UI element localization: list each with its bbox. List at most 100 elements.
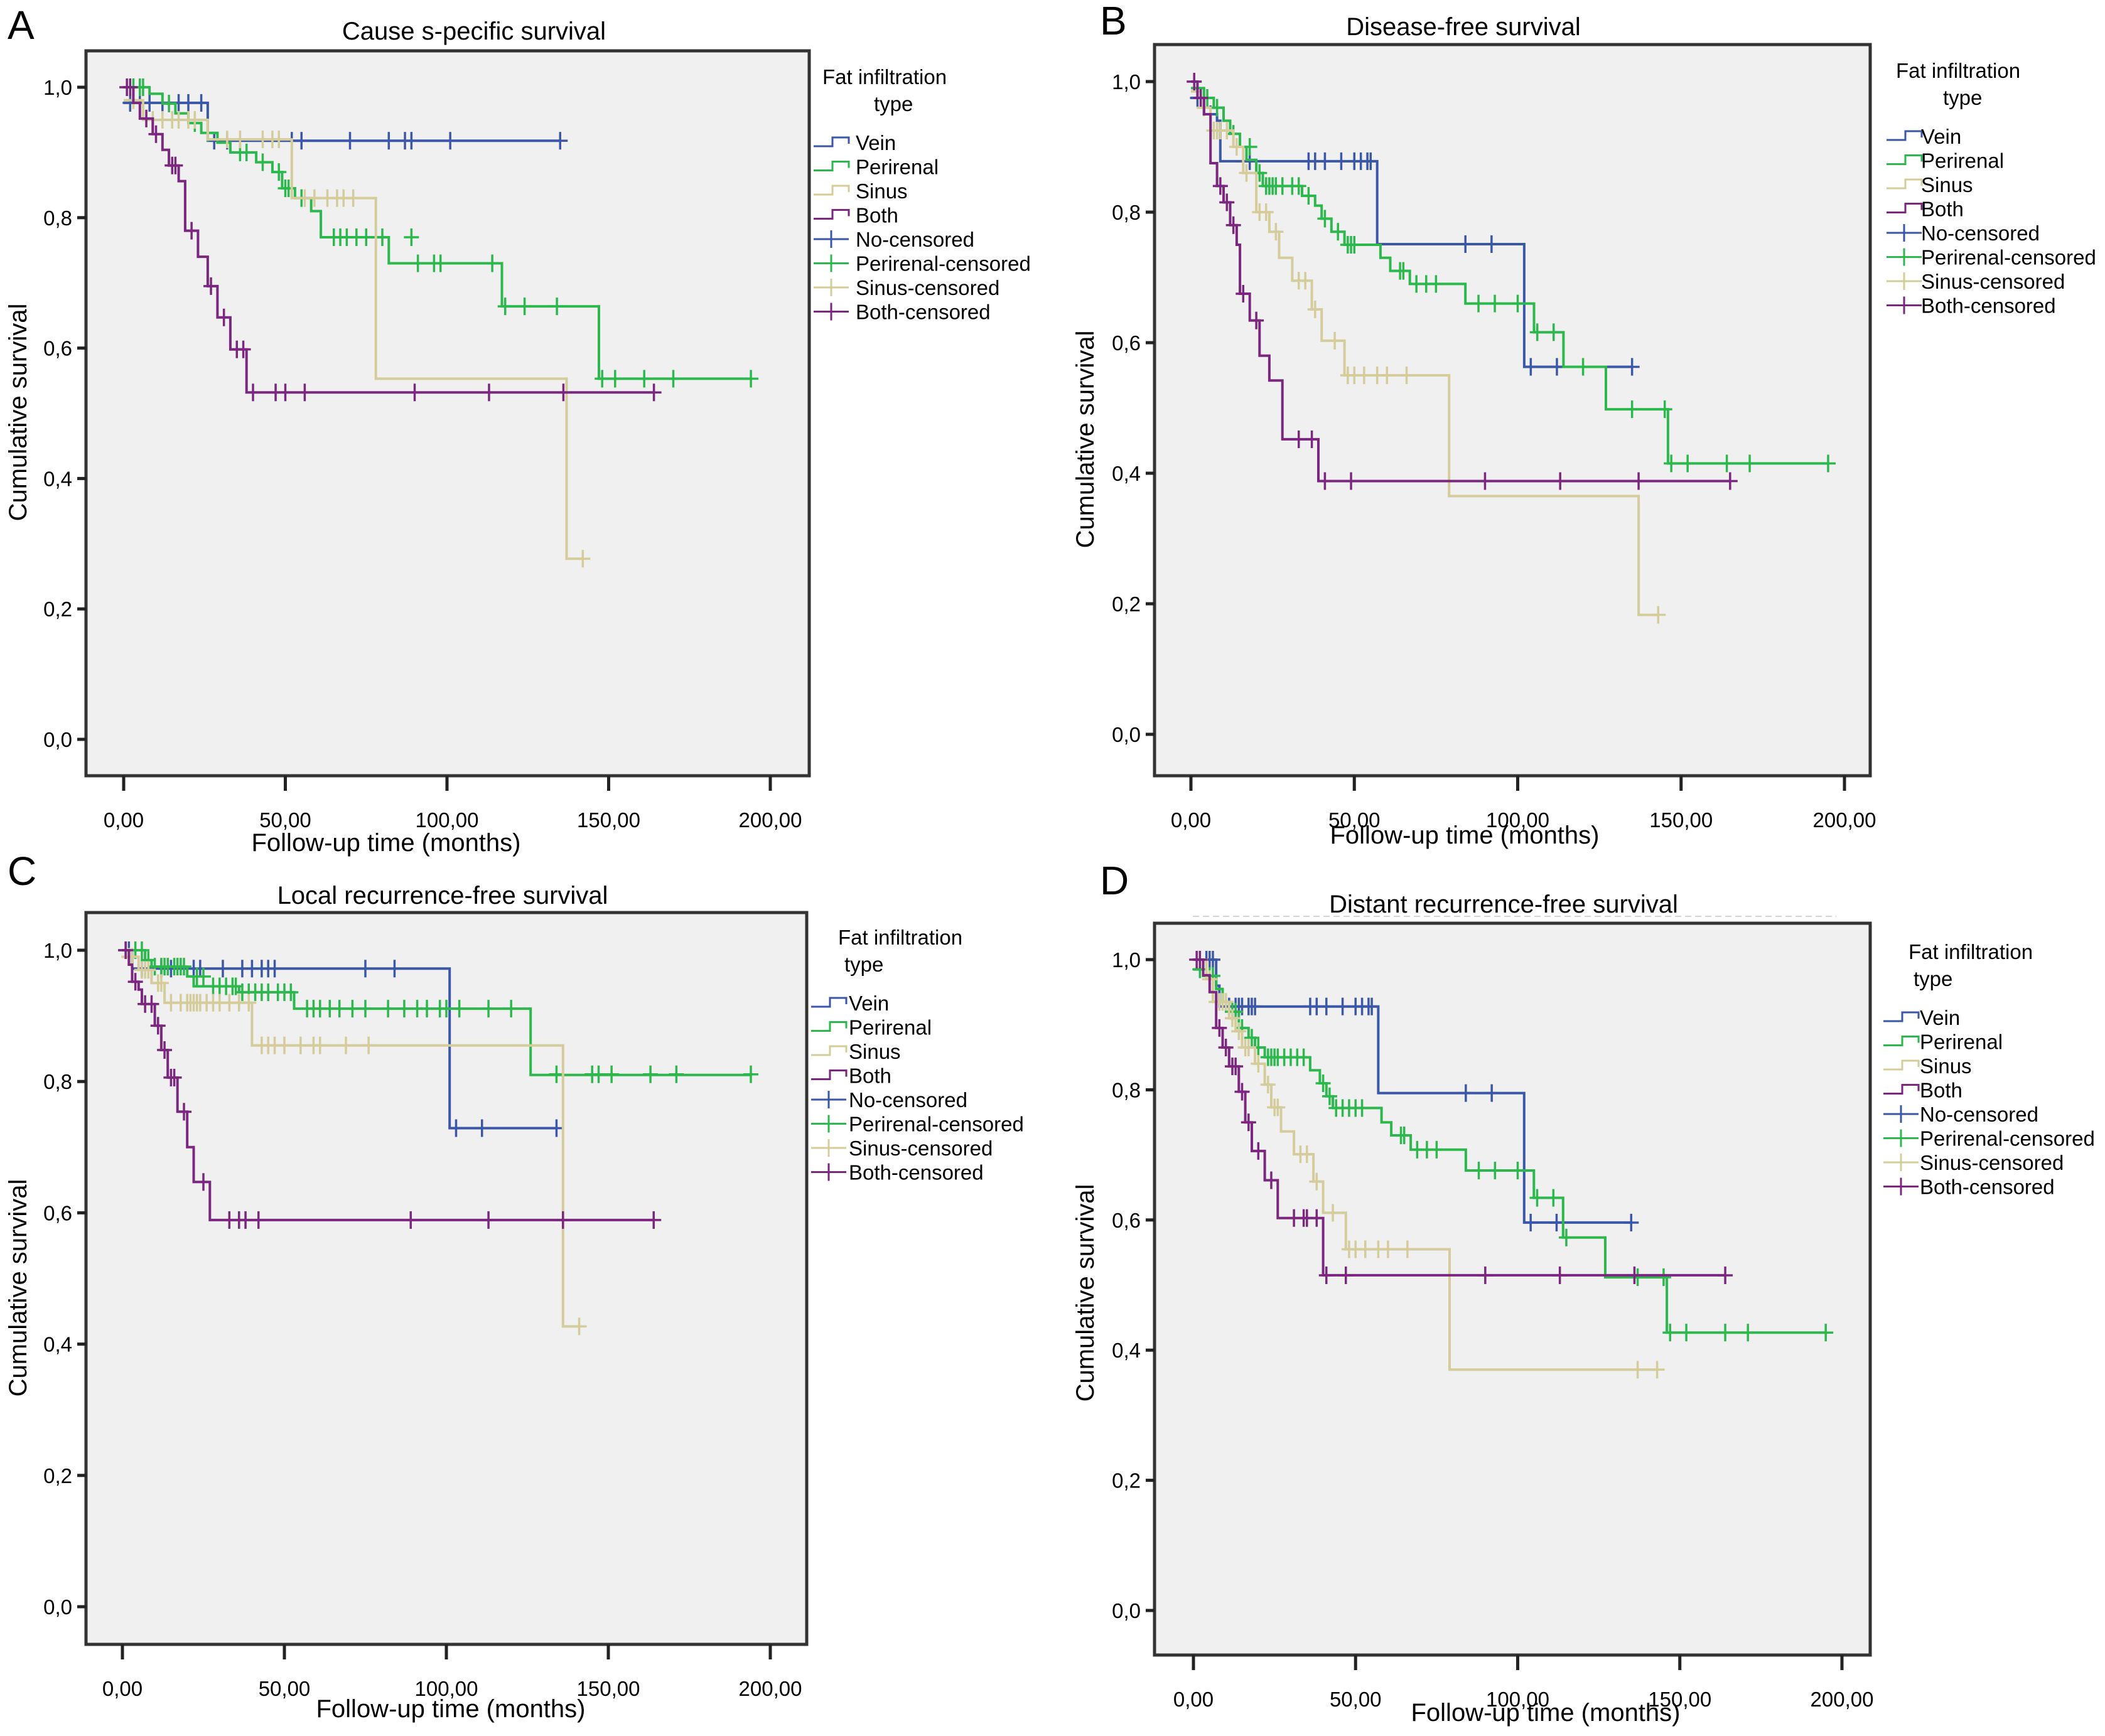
legend-label: Vein bbox=[1920, 1006, 1960, 1029]
x-tick-label: 50,00 bbox=[1328, 808, 1381, 832]
y-tick-label: 0,2 bbox=[1112, 1469, 1141, 1492]
legend-label: Perirenal-censored bbox=[1921, 246, 2096, 269]
y-tick-label: 0,6 bbox=[43, 337, 72, 360]
panel-d: D Distant recurrence-free survival 0,00,… bbox=[1072, 858, 2095, 1727]
legend-title-2: type bbox=[1943, 86, 1982, 109]
legend: Fat infiltrationtypeVeinPerirenalSinusBo… bbox=[1883, 940, 2095, 1199]
legend-title-2: type bbox=[1914, 967, 1952, 990]
axis-ticks: 0,0 0,2 0,4 0,6 0,8 1,0 0,00 50,00 100,00 150,00 2… bbox=[1112, 70, 1876, 832]
legend-title-2: type bbox=[844, 953, 883, 976]
legend-title: Fat infiltration bbox=[1896, 59, 2020, 82]
legend-item: Sinus bbox=[1883, 1054, 1972, 1078]
y-tick-label: 0,8 bbox=[1112, 201, 1141, 224]
legend-item: Both-censored bbox=[814, 301, 991, 324]
legend-item: No-censored bbox=[814, 228, 974, 251]
x-tick-label: 100,00 bbox=[1486, 1688, 1549, 1711]
axis-ticks: 0,0 0,2 0,4 0,6 0,8 1,0 0,00 50,00 100,00 150,00 2… bbox=[1112, 948, 1873, 1711]
legend: Fat infiltrationtypeVeinPerirenalSinusBo… bbox=[811, 926, 1024, 1184]
y-axis-label: Cumulative survival bbox=[4, 304, 32, 522]
legend-item: Both bbox=[811, 1064, 891, 1088]
legend-item: Sinus bbox=[1887, 173, 1973, 196]
legend-step-icon bbox=[1887, 203, 1923, 213]
y-tick-label: 1,0 bbox=[1112, 948, 1141, 972]
legend-label: Both bbox=[856, 204, 898, 227]
panel-b: B Disease-free survival 0,0 0,2 0,4 0,6 0,8 1… bbox=[1072, 0, 2096, 849]
legend-label: Vein bbox=[856, 131, 896, 154]
legend-item: Sinus-censored bbox=[1883, 1151, 2064, 1174]
x-axis-label: Follow-up time (months) bbox=[251, 829, 520, 857]
legend-item: Vein bbox=[1887, 125, 1961, 148]
legend-label: Both-censored bbox=[1921, 294, 2056, 318]
x-tick-label: 150,00 bbox=[577, 1677, 640, 1700]
legend-label: Vein bbox=[1921, 125, 1961, 148]
y-tick-label: 0,8 bbox=[43, 206, 72, 230]
legend-step-icon bbox=[814, 209, 850, 220]
legend-step-icon bbox=[814, 185, 850, 196]
legend-item: Both-censored bbox=[811, 1161, 984, 1184]
plot-area bbox=[84, 911, 809, 1646]
plot-area bbox=[1153, 921, 1872, 1657]
survival-curve bbox=[1193, 958, 1632, 1224]
legend-label: Sinus-censored bbox=[849, 1137, 993, 1160]
legend-label: Sinus-censored bbox=[856, 276, 999, 299]
panel-title: Cause s-pecific survival bbox=[342, 18, 606, 45]
x-tick-label: 0,00 bbox=[1173, 1688, 1214, 1711]
legend-step-icon bbox=[811, 1069, 848, 1080]
x-tick-label: 0,00 bbox=[102, 1677, 143, 1700]
legend-step-icon bbox=[1883, 1036, 1920, 1046]
x-tick-label: 100,00 bbox=[415, 1677, 478, 1700]
legend-item: No-censored bbox=[1883, 1103, 2038, 1126]
series-sinus bbox=[121, 948, 587, 1336]
x-tick-label: 50,00 bbox=[1330, 1688, 1382, 1711]
y-tick-label: 0,4 bbox=[1112, 1339, 1141, 1362]
legend-label: No-censored bbox=[849, 1088, 967, 1112]
y-tick-label: 0,4 bbox=[1112, 462, 1141, 485]
series-both bbox=[119, 78, 662, 402]
x-axis-label: Follow-up time (months) bbox=[1411, 1699, 1680, 1727]
legend-step-icon bbox=[814, 136, 850, 147]
legend-label: Perirenal bbox=[849, 1016, 932, 1039]
legend-item: No-censored bbox=[1887, 222, 2040, 245]
y-tick-label: 0,6 bbox=[1112, 331, 1141, 355]
y-tick-label: 1,0 bbox=[43, 76, 72, 99]
legend-label: Sinus bbox=[856, 179, 908, 203]
x-tick-label: 50,00 bbox=[259, 1677, 311, 1700]
legend-label: Both bbox=[1920, 1079, 1962, 1102]
legend-label: Both bbox=[1921, 198, 1964, 221]
legend-item: Perirenal-censored bbox=[1883, 1127, 2095, 1150]
legend-label: Perirenal-censored bbox=[856, 252, 1031, 276]
legend-label: Perirenal-censored bbox=[849, 1113, 1024, 1136]
y-tick-label: 0,6 bbox=[1112, 1209, 1141, 1232]
legend-item: Vein bbox=[811, 992, 889, 1015]
legend-item: Perirenal-censored bbox=[811, 1113, 1024, 1136]
survival-curve bbox=[1193, 958, 1726, 1277]
legend-title: Fat infiltration bbox=[838, 926, 962, 949]
x-tick-label: 200,00 bbox=[739, 1677, 802, 1700]
legend-label: Both bbox=[849, 1064, 891, 1088]
x-tick-label: 0,00 bbox=[104, 808, 144, 832]
legend: Fat infiltrationtypeVeinPerirenalSinusBo… bbox=[814, 65, 1031, 324]
y-axis-label: Cumulative survival bbox=[4, 1179, 32, 1397]
legend-item: Perirenal-censored bbox=[1887, 246, 2096, 269]
legend-label: Perirenal bbox=[1920, 1031, 2003, 1054]
legend-item: Vein bbox=[1883, 1006, 1960, 1029]
series-perirenal bbox=[122, 941, 759, 1083]
y-tick-label: 0,0 bbox=[43, 728, 72, 751]
legend-item: Both-censored bbox=[1883, 1176, 2055, 1199]
legend-title: Fat infiltration bbox=[1908, 940, 2033, 963]
legend-item: Perirenal bbox=[1887, 149, 2004, 173]
legend-label: No-censored bbox=[1921, 222, 2040, 245]
legend-step-icon bbox=[1887, 178, 1923, 190]
legend-label: Perirenal-censored bbox=[1920, 1127, 2095, 1150]
panel-a: A Cause s-pecific survival 0,00,20,40,60… bbox=[4, 3, 1031, 857]
legend-label: Perirenal bbox=[1921, 149, 2004, 173]
y-tick-label: 0,8 bbox=[1112, 1078, 1141, 1101]
legend-item: Both-censored bbox=[1887, 294, 2056, 318]
y-tick-label: 1,0 bbox=[43, 939, 72, 962]
legend-label: Vein bbox=[849, 992, 889, 1015]
legend-label: Sinus bbox=[1921, 173, 1973, 196]
y-tick-label: 0,8 bbox=[43, 1070, 72, 1093]
legend-item: Both bbox=[814, 204, 898, 227]
series-both bbox=[118, 941, 662, 1229]
